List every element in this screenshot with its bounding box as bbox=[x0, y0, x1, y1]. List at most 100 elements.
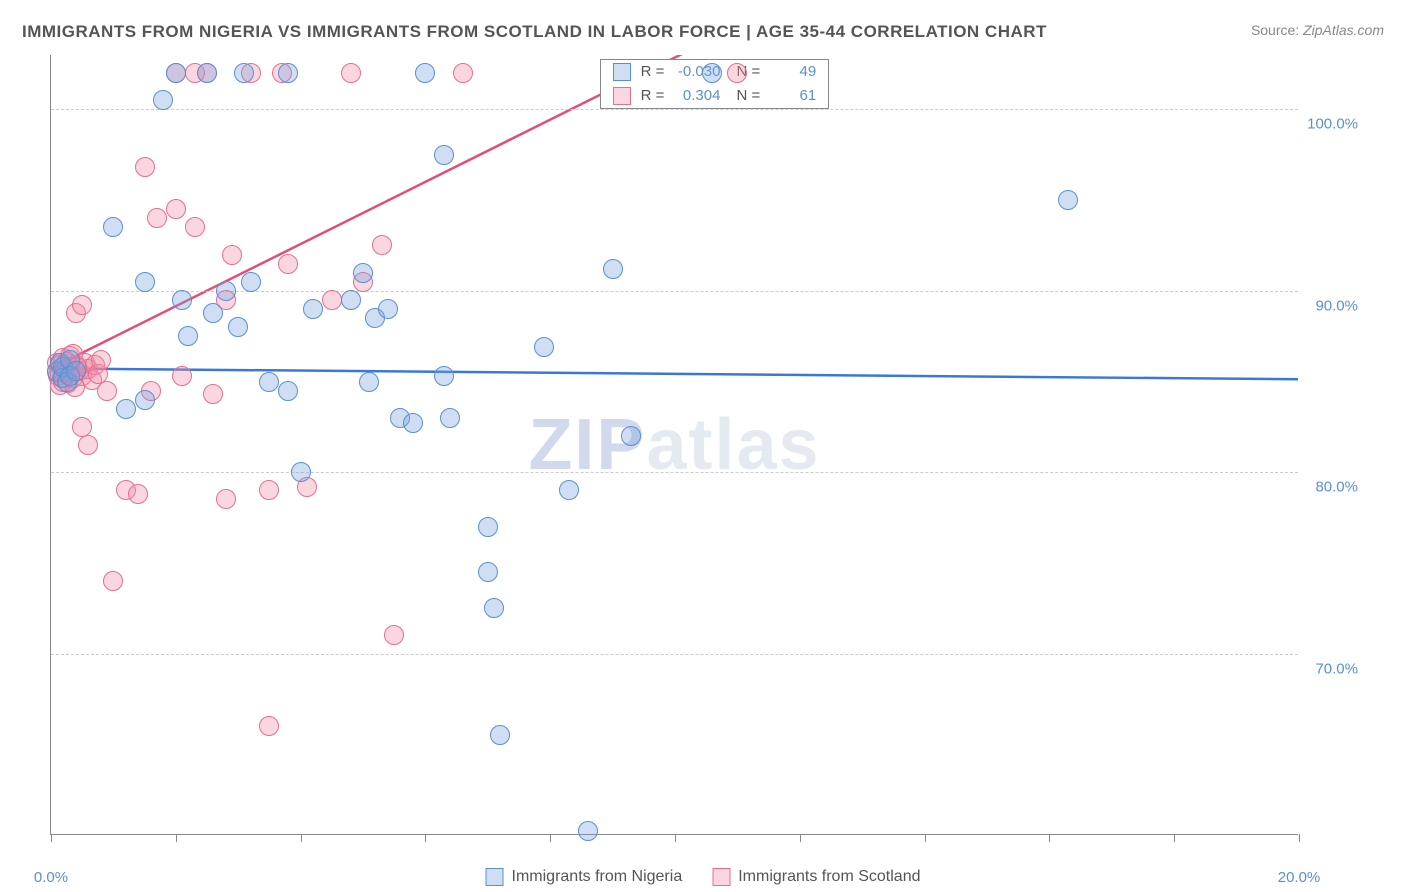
data-point-nigeria bbox=[621, 426, 641, 446]
data-point-nigeria bbox=[234, 63, 254, 83]
data-point-nigeria bbox=[1058, 190, 1078, 210]
trend-lines bbox=[51, 55, 1298, 834]
legend-label-scotland: Immigrants from Scotland bbox=[738, 868, 920, 886]
legend-swatch-nigeria bbox=[486, 868, 504, 886]
data-point-nigeria bbox=[135, 272, 155, 292]
data-point-scotland bbox=[278, 254, 298, 274]
legend-swatch-scotland bbox=[712, 868, 730, 886]
data-point-nigeria bbox=[259, 372, 279, 392]
data-point-nigeria bbox=[578, 821, 598, 841]
data-point-nigeria bbox=[478, 562, 498, 582]
data-point-scotland bbox=[322, 290, 342, 310]
data-point-scotland bbox=[128, 484, 148, 504]
data-point-scotland bbox=[453, 63, 473, 83]
data-point-nigeria bbox=[303, 299, 323, 319]
x-tick bbox=[1174, 834, 1175, 842]
data-point-scotland bbox=[341, 63, 361, 83]
data-point-scotland bbox=[216, 489, 236, 509]
y-tick-label: 100.0% bbox=[1307, 116, 1358, 133]
y-tick-label: 70.0% bbox=[1315, 660, 1358, 677]
data-point-nigeria bbox=[228, 317, 248, 337]
x-tick bbox=[301, 834, 302, 842]
data-point-scotland bbox=[72, 417, 92, 437]
data-point-nigeria bbox=[403, 413, 423, 433]
x-tick bbox=[675, 834, 676, 842]
data-point-nigeria bbox=[434, 366, 454, 386]
x-tick bbox=[51, 834, 52, 842]
data-point-nigeria bbox=[103, 217, 123, 237]
data-point-nigeria bbox=[702, 63, 722, 83]
data-point-nigeria bbox=[415, 63, 435, 83]
data-point-nigeria bbox=[178, 326, 198, 346]
x-tick bbox=[425, 834, 426, 842]
data-point-nigeria bbox=[278, 381, 298, 401]
data-point-nigeria bbox=[440, 408, 460, 428]
legend: Immigrants from Nigeria Immigrants from … bbox=[486, 868, 921, 886]
data-point-nigeria bbox=[197, 63, 217, 83]
data-point-nigeria bbox=[166, 63, 186, 83]
data-point-nigeria bbox=[153, 90, 173, 110]
data-point-nigeria bbox=[484, 598, 504, 618]
data-point-nigeria bbox=[603, 259, 623, 279]
x-tick bbox=[800, 834, 801, 842]
source-label: Source: bbox=[1251, 22, 1299, 38]
source-attribution: Source: ZipAtlas.com bbox=[1251, 22, 1384, 38]
data-point-scotland bbox=[78, 435, 98, 455]
stats-text: R =0.304N =61 bbox=[641, 87, 817, 104]
data-point-nigeria bbox=[559, 480, 579, 500]
data-point-scotland bbox=[147, 208, 167, 228]
stats-swatch bbox=[613, 87, 631, 105]
x-tick bbox=[550, 834, 551, 842]
data-point-scotland bbox=[103, 571, 123, 591]
gridline bbox=[51, 109, 1298, 110]
data-point-scotland bbox=[172, 366, 192, 386]
data-point-nigeria bbox=[203, 303, 223, 323]
data-point-nigeria bbox=[490, 725, 510, 745]
data-point-scotland bbox=[222, 245, 242, 265]
data-point-nigeria bbox=[378, 299, 398, 319]
legend-label-nigeria: Immigrants from Nigeria bbox=[512, 868, 683, 886]
legend-item-nigeria: Immigrants from Nigeria bbox=[486, 868, 683, 886]
y-tick-label: 80.0% bbox=[1315, 479, 1358, 496]
source-value: ZipAtlas.com bbox=[1303, 22, 1384, 38]
gridline bbox=[51, 654, 1298, 655]
data-point-nigeria bbox=[116, 399, 136, 419]
x-tick bbox=[1299, 834, 1300, 842]
gridline bbox=[51, 291, 1298, 292]
stats-swatch bbox=[613, 63, 631, 81]
data-point-nigeria bbox=[172, 290, 192, 310]
x-tick-label: 0.0% bbox=[34, 869, 68, 886]
data-point-scotland bbox=[166, 199, 186, 219]
x-tick bbox=[1049, 834, 1050, 842]
data-point-scotland bbox=[135, 157, 155, 177]
data-point-scotland bbox=[72, 295, 92, 315]
data-point-nigeria bbox=[216, 281, 236, 301]
data-point-nigeria bbox=[341, 290, 361, 310]
y-tick-label: 90.0% bbox=[1315, 297, 1358, 314]
data-point-nigeria bbox=[291, 462, 311, 482]
trend-line bbox=[51, 368, 1298, 379]
legend-item-scotland: Immigrants from Scotland bbox=[712, 868, 920, 886]
data-point-scotland bbox=[91, 350, 111, 370]
data-point-nigeria bbox=[66, 361, 86, 381]
x-tick bbox=[176, 834, 177, 842]
data-point-scotland bbox=[259, 480, 279, 500]
data-point-nigeria bbox=[353, 263, 373, 283]
gridline bbox=[51, 472, 1298, 473]
data-point-scotland bbox=[384, 625, 404, 645]
plot-area: ZIPatlas R =-0.030N =49R =0.304N =61 70.… bbox=[50, 55, 1298, 835]
chart-title: IMMIGRANTS FROM NIGERIA VS IMMIGRANTS FR… bbox=[22, 22, 1047, 42]
data-point-scotland bbox=[372, 235, 392, 255]
data-point-nigeria bbox=[434, 145, 454, 165]
data-point-scotland bbox=[185, 217, 205, 237]
data-point-nigeria bbox=[278, 63, 298, 83]
x-tick-label: 20.0% bbox=[1278, 869, 1321, 886]
data-point-nigeria bbox=[135, 390, 155, 410]
data-point-nigeria bbox=[359, 372, 379, 392]
data-point-nigeria bbox=[534, 337, 554, 357]
x-tick bbox=[925, 834, 926, 842]
data-point-nigeria bbox=[241, 272, 261, 292]
stats-row-scotland: R =0.304N =61 bbox=[601, 84, 829, 108]
data-point-scotland bbox=[259, 716, 279, 736]
data-point-nigeria bbox=[478, 517, 498, 537]
